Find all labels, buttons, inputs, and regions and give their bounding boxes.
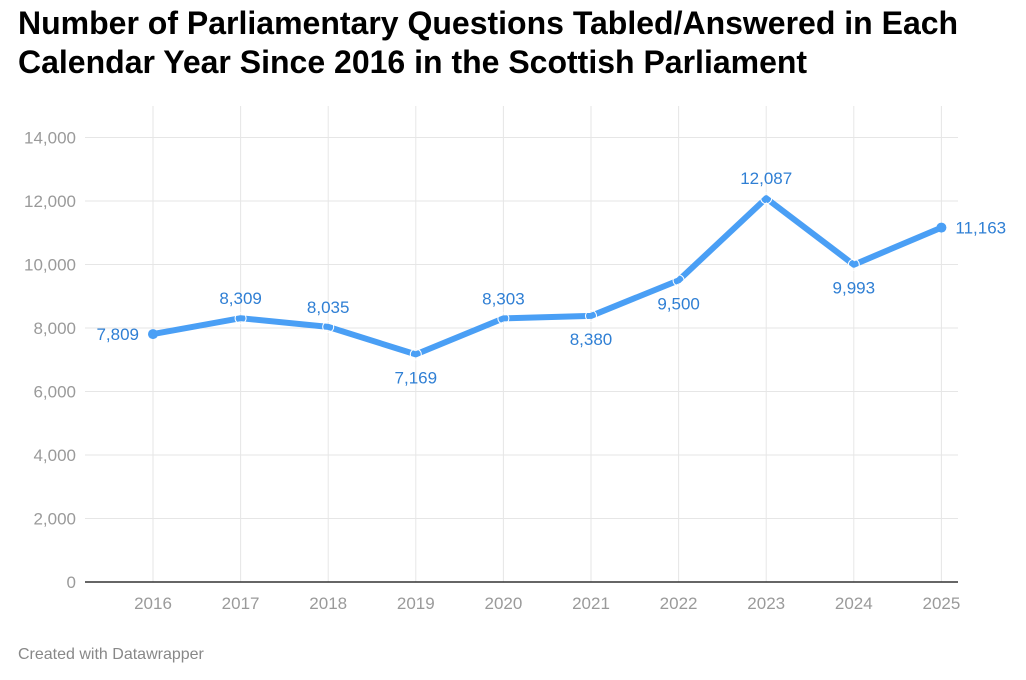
y-tick-label: 8,000 [33,319,76,338]
x-tick-label: 2019 [397,594,435,613]
data-point [936,222,947,233]
data-label: 7,169 [395,368,438,387]
data-point [148,329,158,340]
datawrapper-credit: Created with Datawrapper [18,646,204,663]
data-label: 9,500 [657,294,700,313]
x-tick-label: 2016 [134,594,172,613]
x-axis-ticks: 2016 2017 2018 2019 2020 2021 2022 2023 2024 2025 [134,594,960,613]
data-point [760,192,773,205]
data-label: 11,163 [955,219,1006,238]
chart-title: Number of Parliamentary Questions Tabled… [18,5,959,80]
data-point [585,309,597,322]
x-tick-label: 2018 [309,594,347,613]
series-layer [148,192,947,361]
y-tick-label: 10,000 [24,256,76,275]
x-tick-label: 2020 [484,594,522,613]
y-tick-label: 14,000 [24,129,76,148]
y-tick-label: 6,000 [33,383,76,402]
data-point [234,312,247,325]
y-tick-label: 12,000 [24,192,76,211]
y-tick-label: 2,000 [33,510,76,529]
y-tick-label: 0 [67,573,76,592]
x-tick-label: 2025 [922,594,960,613]
data-point [672,274,685,287]
data-label: 8,035 [307,298,350,317]
gridlines [85,106,958,582]
data-label: 7,809 [96,325,139,344]
x-tick-label: 2017 [222,594,260,613]
x-tick-label: 2021 [572,594,610,613]
data-point [497,312,510,325]
data-point [409,348,422,361]
data-label: 8,380 [570,330,613,349]
x-tick-label: 2023 [747,594,785,613]
x-tick-label: 2024 [835,594,873,613]
data-label: 8,303 [482,289,525,308]
data-point [847,258,860,271]
data-label: 12,087 [740,169,792,188]
series-line [150,195,945,358]
data-labels: 7,809 8,309 8,035 7,169 8,303 8,380 9,500 12,08… [96,169,1006,387]
x-tick-label: 2022 [660,594,698,613]
y-axis-ticks: 0 2,000 4,000 6,000 8,000 10,000 12,000 14,000 [24,129,76,593]
data-label: 8,309 [219,289,262,308]
y-tick-label: 4,000 [33,446,76,465]
data-label: 9,993 [833,279,876,298]
data-point [322,320,335,333]
